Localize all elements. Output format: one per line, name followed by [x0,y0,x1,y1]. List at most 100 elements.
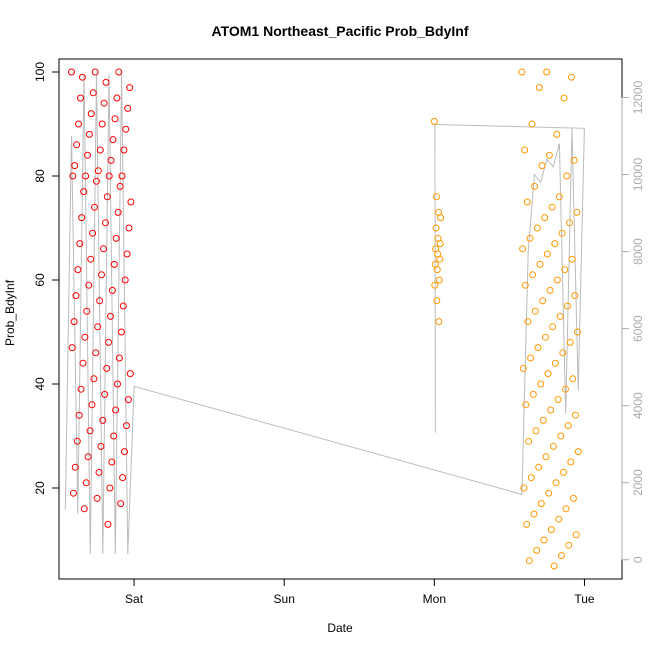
data-point [79,359,87,367]
data-point [559,349,567,357]
y2-tick-label: 4000 [631,392,645,419]
y2-tick-label: 0 [631,556,645,563]
data-point [96,146,104,154]
x-axis-label: Date [327,621,353,635]
data-point [544,370,552,378]
data-point [69,489,77,497]
data-point [528,120,536,128]
data-point [80,505,88,513]
data-point [81,333,89,341]
data-point [574,448,582,456]
data-point [435,318,443,326]
data-point [560,468,567,476]
data-point [125,224,133,232]
data-point [124,104,132,112]
data-point [124,396,132,404]
data-point [519,245,527,253]
data-point [101,390,109,398]
data-point [76,240,84,248]
data-point [571,292,579,300]
data-point [74,266,82,274]
data-point [562,385,569,393]
data-point [96,297,104,305]
data-point [123,422,130,430]
y2-tick-label: 6000 [631,315,645,342]
data-point [568,255,576,263]
data-point [555,515,563,523]
data-point [563,172,571,180]
data-point [529,271,537,279]
data-point [432,224,440,232]
data-point [78,73,86,81]
data-point [531,307,539,315]
data-point [115,68,123,76]
data-point [120,146,128,154]
data-point [527,354,535,362]
data-point [104,520,112,528]
data-point [83,307,91,315]
data-point [75,120,82,128]
data-point [88,401,96,409]
data-point [111,115,119,123]
data-point [113,94,121,102]
y2-tick-label: 10000 [631,158,645,192]
data-point [537,380,545,388]
data-point [543,68,551,76]
data-point [566,219,573,227]
data-point [561,266,569,274]
data-point [533,546,541,554]
data-point [100,99,108,107]
data-point [547,406,555,414]
data-point [126,84,134,92]
data-point [109,136,117,144]
data-point [523,520,531,528]
data-point [562,505,570,513]
data-point [112,406,120,414]
data-point [92,349,100,357]
y-tick-label: 60 [33,273,47,287]
data-point [530,510,538,518]
data-point [542,453,550,461]
data-point [85,281,93,289]
data-point [558,552,565,560]
data-point [568,73,575,81]
data-point [115,354,123,362]
x-tick-label: Sun [274,592,295,606]
data-point [538,162,546,170]
y2-tick-label: 12000 [631,81,645,115]
data-point [539,297,547,305]
data-point [557,432,565,440]
data-point [121,276,129,284]
data-point [100,245,107,253]
data-point [121,448,128,456]
data-point [91,68,99,76]
data-point [68,344,76,352]
data-point [105,338,113,346]
data-point [547,526,555,534]
y-tick-label: 40 [33,377,47,391]
data-point [71,463,79,471]
data-point [72,292,80,300]
data-point [522,401,530,409]
data-point [526,234,534,242]
data-point [574,328,581,336]
data-point [99,416,107,424]
data-point [541,333,549,341]
data-point [93,494,101,502]
data-point [533,224,541,232]
data-point [537,500,545,508]
data-point [524,318,532,326]
data-point [525,557,533,565]
data-point [90,375,98,383]
data-point [550,562,558,570]
data-point [77,94,84,102]
data-point [108,458,116,466]
data-point [555,193,563,201]
data-point [535,84,543,92]
data-point [68,68,75,76]
data-point [540,536,548,544]
data-point [534,344,542,352]
x-tick-label: Tue [574,592,595,606]
y-tick-label: 80 [33,169,47,183]
